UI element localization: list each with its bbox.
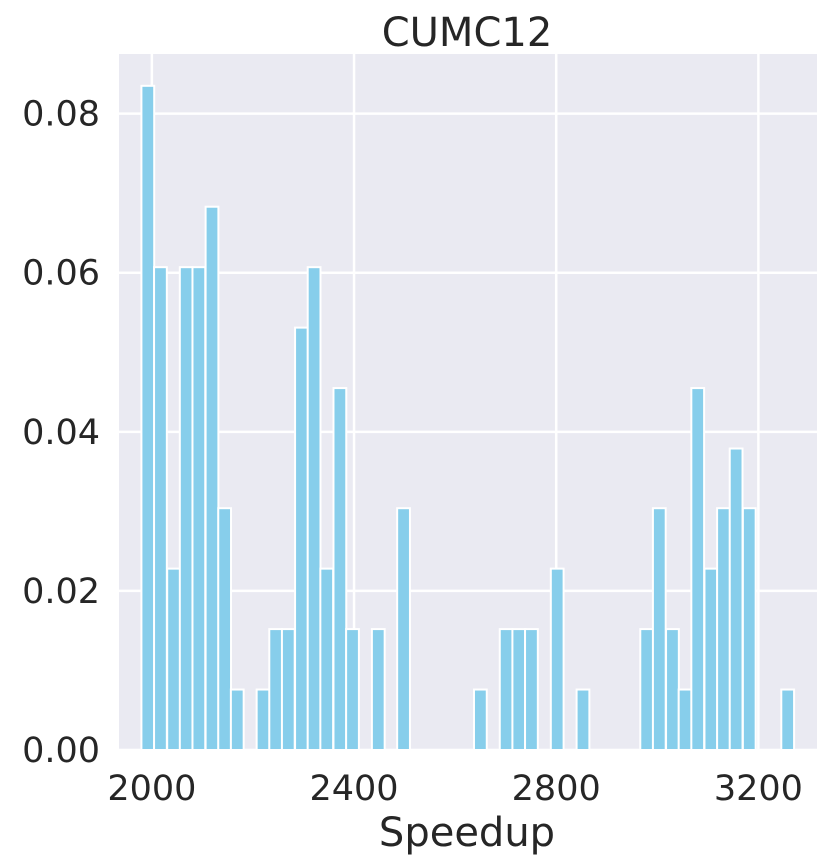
histogram-bar xyxy=(472,688,488,751)
histogram-bar xyxy=(639,628,655,751)
histogram-bar xyxy=(294,326,309,751)
x-tick-label: 3200 xyxy=(714,769,803,809)
histogram-bar xyxy=(166,567,181,751)
histogram-bar xyxy=(677,688,693,751)
histogram-bar xyxy=(703,567,719,751)
histogram-bar xyxy=(217,507,233,752)
histogram-bar xyxy=(191,266,207,751)
x-axis-label: Speedup xyxy=(379,810,555,856)
x-axis-ticks: 2000 2400 2800 3200 xyxy=(107,769,803,809)
histogram-bar xyxy=(665,628,680,751)
x-tick-label: 2000 xyxy=(107,769,196,809)
histogram-bar xyxy=(396,507,411,752)
histogram-bar xyxy=(498,628,514,751)
histogram-bar xyxy=(204,205,220,751)
histogram-bars xyxy=(140,84,796,752)
histogram-bar xyxy=(511,628,527,751)
x-tick-label: 2800 xyxy=(512,769,601,809)
histogram-bar xyxy=(728,447,744,751)
histogram-bar xyxy=(651,507,667,752)
histogram-bar xyxy=(140,84,156,752)
histogram-bar xyxy=(229,688,245,751)
histogram-bar xyxy=(319,567,335,751)
histogram-bar xyxy=(268,628,284,751)
y-axis-ticks: 0.00 0.02 0.04 0.06 0.08 xyxy=(22,95,100,771)
histogram-bar xyxy=(306,266,322,751)
histogram-bar xyxy=(549,567,565,751)
chart-title: CUMC12 xyxy=(382,10,553,56)
histogram-bar xyxy=(741,507,757,752)
histogram-bar xyxy=(716,507,731,752)
y-tick-label: 0.06 xyxy=(22,254,100,294)
histogram-bar xyxy=(575,688,591,751)
histogram-bar xyxy=(780,688,796,751)
y-tick-label: 0.00 xyxy=(22,731,100,771)
histogram-bar xyxy=(332,387,348,751)
x-tick-label: 2400 xyxy=(309,769,398,809)
histogram-bar xyxy=(690,387,706,751)
y-tick-label: 0.08 xyxy=(22,95,100,135)
histogram-bar xyxy=(370,628,386,751)
histogram-bar xyxy=(153,266,168,751)
histogram-bar xyxy=(255,688,271,751)
histogram-bar xyxy=(345,628,360,751)
histogram-bar xyxy=(178,266,194,751)
y-tick-label: 0.04 xyxy=(22,413,100,453)
y-tick-label: 0.02 xyxy=(22,572,100,612)
histogram-bar xyxy=(524,628,539,751)
histogram-bar xyxy=(280,628,296,751)
